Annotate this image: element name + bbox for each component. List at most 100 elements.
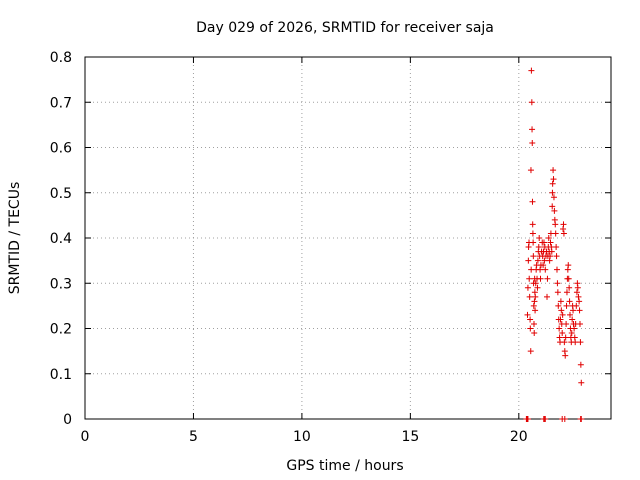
data-point <box>553 266 560 273</box>
data-point <box>555 302 562 309</box>
data-point <box>552 221 559 228</box>
data-point <box>576 307 583 314</box>
tick-labels: 0 5 10 15 20 0 0.1 0.2 0.3 0.4 0.5 0.6 0.7 0.8 <box>50 50 528 445</box>
y-axis-label: SRMTID / TECUs <box>7 182 23 295</box>
y-tick-label: 0.1 <box>50 367 72 383</box>
data-point <box>542 266 549 273</box>
data-point <box>526 293 533 300</box>
data-point <box>569 316 576 323</box>
data-point <box>528 67 535 74</box>
y-tick-label: 0.3 <box>50 276 72 292</box>
data-point <box>524 416 531 422</box>
data-point <box>527 167 534 174</box>
data-point <box>577 361 584 368</box>
data-point <box>577 339 584 346</box>
data-point <box>572 339 579 346</box>
data-point <box>544 293 551 300</box>
data-point <box>570 307 577 314</box>
data-point <box>557 316 564 323</box>
data-point <box>561 416 568 422</box>
data-point <box>530 239 537 246</box>
data-point <box>573 289 580 296</box>
data-point <box>563 289 570 296</box>
data-point <box>552 230 559 237</box>
x-tick-label: 5 <box>189 429 198 445</box>
data-point <box>547 253 554 260</box>
data-point <box>573 302 580 309</box>
data-point <box>563 302 570 309</box>
data-point <box>565 262 572 269</box>
data-point <box>549 189 556 196</box>
data-point <box>526 275 533 282</box>
data-point <box>560 221 567 228</box>
data-point <box>554 280 561 287</box>
data-point <box>547 239 554 246</box>
data-point <box>557 298 564 305</box>
data-point <box>560 230 567 237</box>
y-tick-label: 0.5 <box>50 186 72 202</box>
y-tick-label: 0.6 <box>50 141 72 157</box>
data-point <box>527 348 534 355</box>
data-point <box>525 257 532 264</box>
data-point <box>578 379 585 386</box>
data-point <box>531 298 538 305</box>
data-point <box>565 275 572 282</box>
data-point <box>575 293 582 300</box>
data-point <box>571 325 578 332</box>
data-point <box>556 325 563 332</box>
data-point <box>530 302 537 309</box>
y-tick-label: 0.4 <box>50 231 72 247</box>
data-point <box>545 235 552 241</box>
data-point <box>534 284 541 291</box>
data-point <box>566 284 573 291</box>
data-point <box>550 167 557 174</box>
data-point <box>562 352 569 359</box>
data-point <box>553 244 560 251</box>
data-point <box>561 339 568 346</box>
data-point <box>532 307 539 314</box>
data-point <box>549 180 556 187</box>
data-point <box>554 289 561 296</box>
data-point <box>540 239 547 246</box>
data-point <box>529 198 536 205</box>
data-point <box>527 325 534 332</box>
data-point <box>563 320 570 327</box>
data-point <box>558 307 565 314</box>
data-point <box>532 293 539 300</box>
data-points <box>523 67 585 422</box>
data-point <box>534 257 541 264</box>
data-point <box>578 416 585 422</box>
x-axis-label: GPS time / hours <box>286 458 403 474</box>
x-tick-label: 10 <box>293 429 311 445</box>
y-tick-label: 0.2 <box>50 322 72 338</box>
data-point <box>548 248 555 255</box>
data-point <box>559 330 566 337</box>
data-point <box>553 253 560 260</box>
data-point <box>527 316 534 323</box>
data-point <box>549 203 556 210</box>
data-point <box>537 266 544 273</box>
data-point <box>537 275 544 282</box>
data-point <box>559 311 566 318</box>
data-point <box>576 320 583 327</box>
data-point <box>541 257 548 264</box>
chart-title: Day 029 of 2026, SRMTID for receiver saj… <box>196 20 494 36</box>
data-point <box>536 235 543 241</box>
data-point <box>567 311 574 318</box>
data-point <box>529 126 536 133</box>
x-tick-label: 15 <box>401 429 419 445</box>
data-point <box>574 284 581 291</box>
data-point <box>535 244 542 251</box>
data-point <box>542 416 549 422</box>
data-point <box>529 139 536 146</box>
axis-ticks <box>84 56 611 420</box>
data-point <box>562 334 569 341</box>
data-point <box>532 280 539 287</box>
data-point <box>568 330 575 337</box>
data-point <box>528 99 535 106</box>
y-tick-label: 0.8 <box>50 50 72 66</box>
data-point <box>530 253 537 260</box>
x-tick-label: 20 <box>510 429 528 445</box>
x-tick-label: 0 <box>81 429 90 445</box>
